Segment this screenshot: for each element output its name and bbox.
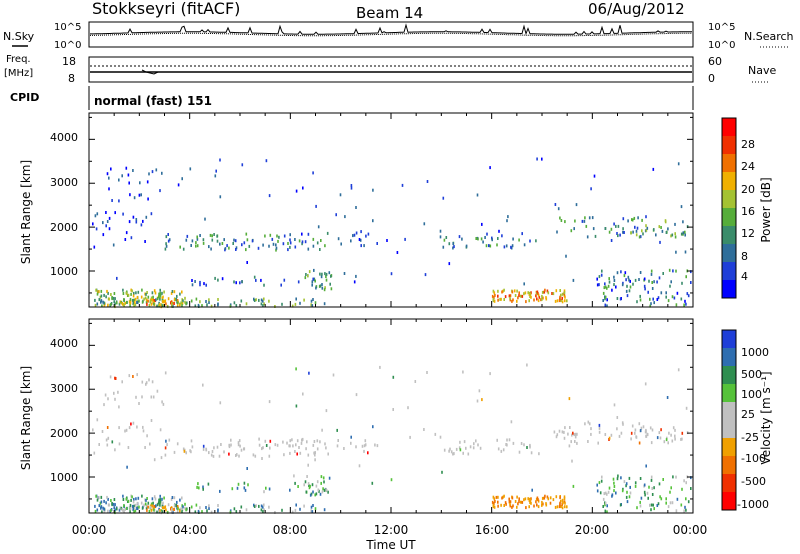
vel-ytick-1000: 1000 bbox=[50, 471, 78, 484]
freq-tick-bottom: 8 bbox=[68, 72, 75, 85]
xtick-24: 00:00 bbox=[673, 523, 708, 537]
x-axis-label: Time UT bbox=[365, 538, 416, 552]
vel-cb-tick-minus25: -25 bbox=[741, 431, 759, 444]
power-cb-tick-24: 24 bbox=[741, 160, 755, 173]
power-cb-tick-16: 16 bbox=[741, 205, 755, 218]
cpid-label: CPID bbox=[10, 91, 39, 104]
noise-left-label: N.Sky bbox=[3, 30, 35, 43]
vel-cb-tick-minus100: -100 bbox=[741, 452, 766, 465]
velocity-tick-marks bbox=[88, 319, 694, 513]
noise-left-tick-bottom: 10^0 bbox=[54, 40, 81, 51]
power-ytick-1000: 1000 bbox=[50, 265, 78, 278]
noise-left-tick-top: 10^5 bbox=[54, 22, 81, 33]
vel-cb-tick-1000: 1000 bbox=[741, 346, 769, 359]
cpid-value: normal (fast) 151 bbox=[94, 94, 212, 108]
velocity-data-cells bbox=[92, 363, 692, 515]
velocity-colorbar-label: Velocity [m s⁻¹] bbox=[759, 371, 773, 464]
cpid-row: CPID normal (fast) 151 bbox=[10, 86, 694, 110]
vel-ytick-4000: 4000 bbox=[50, 337, 78, 350]
power-cb-tick-12: 12 bbox=[741, 227, 755, 240]
vel-cb-tick-500: 500 bbox=[741, 368, 762, 381]
beam-title: Beam 14 bbox=[356, 4, 423, 22]
xtick-04: 04:00 bbox=[173, 523, 208, 537]
nave-tick-top: 60 bbox=[708, 55, 722, 68]
vel-cb-tick-100: 100 bbox=[741, 388, 762, 401]
freq-label: Freq. bbox=[6, 54, 31, 65]
velocity-panel: Slant Range [km] 1000 2000 3000 4000 Vel… bbox=[19, 318, 773, 515]
frequency-panel: Freq. [MHz] 18 8 Nave 60 0 bbox=[4, 54, 776, 85]
power-cb-tick-4: 4 bbox=[741, 270, 748, 283]
date-title: 06/Aug/2012 bbox=[588, 0, 685, 18]
velocity-ylabel: Slant Range [km] bbox=[19, 366, 33, 470]
vel-ytick-2000: 2000 bbox=[50, 427, 78, 440]
station-title: Stokkseyri (fitACF) bbox=[92, 0, 240, 18]
power-data-cells bbox=[92, 157, 692, 309]
noise-panel: N.Sky 10^5 10^0 N.Search 10^5 10^0 bbox=[3, 21, 794, 51]
xtick-12: 12:00 bbox=[374, 523, 409, 537]
power-colorbar-label: Power [dB] bbox=[759, 177, 773, 242]
power-ytick-4000: 4000 bbox=[50, 131, 78, 144]
xtick-20: 20:00 bbox=[575, 523, 610, 537]
noise-sky-trace bbox=[90, 23, 692, 36]
noise-search-trace bbox=[90, 32, 692, 37]
xtick-00: 00:00 bbox=[72, 523, 107, 537]
power-ytick-2000: 2000 bbox=[50, 221, 78, 234]
power-ytick-3000: 3000 bbox=[50, 176, 78, 189]
vel-cb-tick-minus500: -500 bbox=[741, 475, 766, 488]
nave-tick-bottom: 0 bbox=[708, 72, 715, 85]
freq-tick-top: 18 bbox=[62, 55, 76, 68]
noise-right-label: N.Search bbox=[744, 30, 794, 43]
vel-cb-tick-minus1000: -1000 bbox=[737, 498, 769, 511]
power-cb-tick-20: 20 bbox=[741, 183, 755, 196]
x-axis: 00:00 04:00 08:00 12:00 16:00 20:00 00:0… bbox=[72, 523, 708, 552]
vel-ytick-3000: 3000 bbox=[50, 382, 78, 395]
xtick-08: 08:00 bbox=[273, 523, 308, 537]
power-panel: Slant Range [km] 1000 2000 3000 4000 Pow… bbox=[19, 112, 773, 309]
vel-cb-tick-25: 25 bbox=[741, 408, 755, 421]
nave-label: Nave bbox=[748, 64, 776, 77]
power-colorbar bbox=[721, 117, 737, 299]
xtick-16: 16:00 bbox=[475, 523, 510, 537]
noise-right-tick-top: 10^5 bbox=[708, 22, 735, 33]
power-tick-marks bbox=[88, 113, 694, 307]
noise-right-tick-bottom: 10^0 bbox=[708, 40, 735, 51]
power-cb-tick-8: 8 bbox=[741, 250, 748, 263]
velocity-colorbar bbox=[721, 329, 737, 511]
freq-unit-label: [MHz] bbox=[4, 68, 33, 79]
power-ylabel: Slant Range [km] bbox=[19, 160, 33, 264]
freq-glitch bbox=[141, 69, 159, 75]
power-cb-tick-28: 28 bbox=[741, 138, 755, 151]
